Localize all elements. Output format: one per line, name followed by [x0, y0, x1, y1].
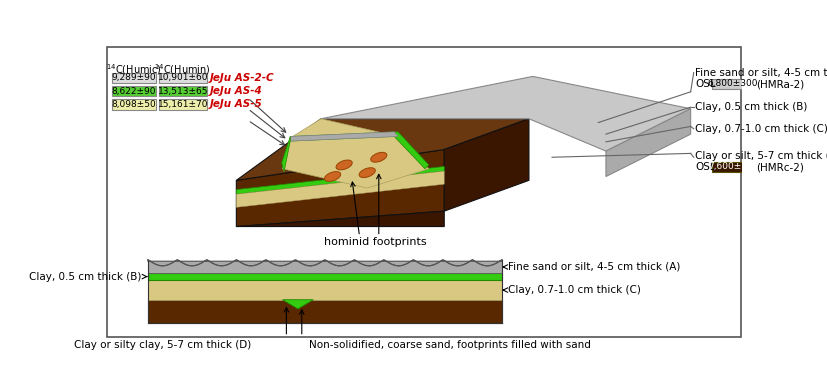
Text: 8,098±50: 8,098±50 — [112, 100, 156, 109]
Bar — [112, 73, 156, 83]
Text: (HMRa-2): (HMRa-2) — [756, 79, 805, 89]
Bar — [148, 261, 502, 273]
Bar — [712, 162, 754, 172]
Text: JeJu AS-4: JeJu AS-4 — [210, 86, 263, 96]
Polygon shape — [283, 138, 290, 172]
Bar — [712, 79, 754, 89]
Polygon shape — [237, 211, 444, 226]
Text: (HMRc-2): (HMRc-2) — [756, 162, 804, 172]
Polygon shape — [148, 260, 502, 266]
Text: OSL: OSL — [696, 79, 716, 89]
Text: 8,622±90: 8,622±90 — [112, 87, 156, 95]
Bar — [160, 86, 207, 97]
Text: $^{14}$C(Humin): $^{14}$C(Humin) — [154, 63, 211, 78]
Text: Clay or silty clay, 5-7 cm thick (D): Clay or silty clay, 5-7 cm thick (D) — [74, 340, 251, 350]
Bar — [160, 73, 207, 83]
Bar — [148, 273, 502, 280]
Text: Clay, 0.7-1.0 cm thick (C): Clay, 0.7-1.0 cm thick (C) — [508, 285, 641, 295]
Text: Fine sand or silt, 4-5 cm thick (A): Fine sand or silt, 4-5 cm thick (A) — [696, 68, 827, 78]
Text: Non-solidified, coarse sand, footprints filled with sand: Non-solidified, coarse sand, footprints … — [309, 340, 591, 350]
Bar — [148, 300, 502, 323]
Text: JeJu AS-5: JeJu AS-5 — [210, 99, 263, 109]
Bar — [148, 280, 502, 300]
Text: 9,289±90: 9,289±90 — [112, 73, 156, 82]
Text: Clay, 0.5 cm thick (B): Clay, 0.5 cm thick (B) — [696, 102, 808, 112]
Polygon shape — [237, 171, 444, 207]
Polygon shape — [321, 76, 691, 151]
Bar — [112, 86, 156, 97]
Polygon shape — [282, 136, 290, 172]
Ellipse shape — [370, 152, 387, 162]
Polygon shape — [290, 132, 398, 141]
Polygon shape — [237, 166, 444, 194]
Text: 13,513±65: 13,513±65 — [158, 87, 208, 95]
Polygon shape — [290, 132, 429, 169]
Bar — [160, 99, 207, 109]
Polygon shape — [283, 119, 429, 188]
Text: $^{14}$C(Humic): $^{14}$C(Humic) — [106, 63, 162, 78]
Text: 7,600±500: 7,600±500 — [708, 162, 758, 171]
Polygon shape — [606, 109, 691, 176]
Text: 15,161±70: 15,161±70 — [158, 100, 208, 109]
Ellipse shape — [336, 160, 352, 170]
Polygon shape — [237, 150, 444, 226]
Text: 10,901±60: 10,901±60 — [158, 73, 208, 82]
Text: Clay, 0.7-1.0 cm thick (C): Clay, 0.7-1.0 cm thick (C) — [696, 124, 827, 134]
Ellipse shape — [324, 172, 341, 181]
Text: OSL: OSL — [696, 162, 716, 172]
Text: Clay, 0.5 cm thick (B): Clay, 0.5 cm thick (B) — [29, 272, 141, 282]
Text: Clay or silt, 5-7 cm thick (D): Clay or silt, 5-7 cm thick (D) — [696, 151, 827, 161]
Polygon shape — [444, 119, 529, 211]
Bar — [112, 99, 156, 109]
Text: 6,800±300: 6,800±300 — [708, 79, 758, 88]
Text: Fine sand or silt, 4-5 cm thick (A): Fine sand or silt, 4-5 cm thick (A) — [508, 262, 681, 272]
Text: hominid footprints: hominid footprints — [323, 237, 426, 247]
Polygon shape — [237, 119, 529, 180]
Text: JeJu AS-2-C: JeJu AS-2-C — [210, 73, 275, 83]
Polygon shape — [283, 300, 313, 309]
Ellipse shape — [359, 168, 375, 177]
